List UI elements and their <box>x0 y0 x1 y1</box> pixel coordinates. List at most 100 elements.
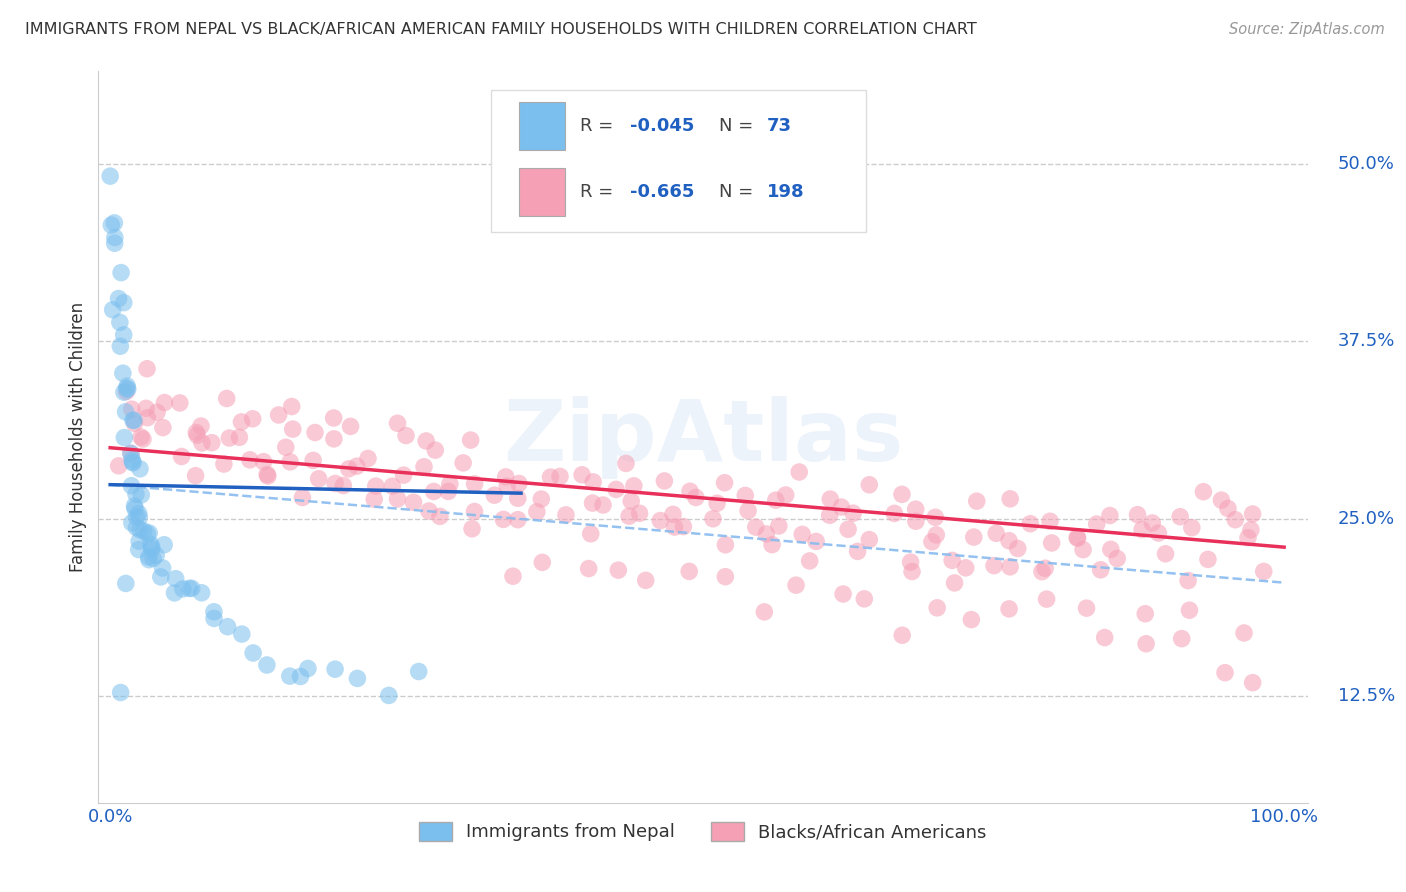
Point <box>1225 513 1247 527</box>
Point <box>278 669 301 683</box>
Point <box>413 459 436 474</box>
Point <box>115 384 138 399</box>
Point <box>231 627 253 641</box>
Point <box>425 443 447 458</box>
Point <box>170 450 193 464</box>
Point <box>761 538 783 552</box>
Point <box>100 218 122 232</box>
Point <box>904 502 927 516</box>
Point <box>128 534 150 549</box>
Point <box>378 689 401 703</box>
Point <box>530 492 553 507</box>
Point <box>242 646 264 660</box>
Point <box>506 513 529 527</box>
Point <box>1216 501 1239 516</box>
Point <box>900 555 922 569</box>
Point <box>1066 530 1088 544</box>
Point <box>904 514 927 528</box>
Point <box>617 509 640 524</box>
Point <box>1126 508 1149 522</box>
Text: 73: 73 <box>768 117 792 136</box>
Point <box>702 512 724 526</box>
Point <box>136 361 159 376</box>
Point <box>1076 601 1098 615</box>
Point <box>787 465 810 479</box>
Point <box>439 476 461 491</box>
Point <box>734 488 756 502</box>
Point <box>540 470 562 484</box>
Point <box>820 492 842 507</box>
Point <box>496 479 519 493</box>
Point <box>408 665 430 679</box>
Point <box>120 446 142 460</box>
Point <box>121 455 143 469</box>
Point <box>963 530 986 544</box>
Point <box>290 669 312 683</box>
Point <box>460 433 482 447</box>
Point <box>129 488 152 502</box>
Point <box>713 475 735 490</box>
Point <box>179 582 201 596</box>
Point <box>592 498 614 512</box>
Point <box>437 484 460 499</box>
Point <box>110 266 132 280</box>
Point <box>1170 632 1192 646</box>
Point <box>121 402 143 417</box>
Point <box>104 236 127 251</box>
Point <box>943 575 966 590</box>
Point <box>664 520 686 534</box>
Point <box>415 434 437 448</box>
Point <box>217 620 239 634</box>
Point <box>531 555 554 569</box>
Point <box>1240 523 1263 537</box>
Point <box>392 468 415 483</box>
Point <box>634 574 657 588</box>
Point <box>1040 536 1063 550</box>
Point <box>1033 561 1056 575</box>
Point <box>256 467 278 482</box>
Point <box>1019 516 1042 531</box>
Text: 25.0%: 25.0% <box>1339 509 1395 528</box>
Text: N =: N = <box>718 117 759 136</box>
Text: Source: ZipAtlas.com: Source: ZipAtlas.com <box>1229 22 1385 37</box>
Point <box>1031 565 1053 579</box>
Point <box>737 504 759 518</box>
Point <box>135 401 157 416</box>
Point <box>607 563 630 577</box>
Point <box>429 509 451 524</box>
Point <box>685 491 707 505</box>
Point <box>239 453 262 467</box>
Point <box>858 533 880 547</box>
Point <box>104 230 127 244</box>
Point <box>332 478 354 492</box>
Point <box>125 487 148 501</box>
Point <box>363 492 385 507</box>
Point <box>112 431 135 445</box>
Point <box>125 520 148 534</box>
Point <box>153 395 176 409</box>
Point <box>215 392 238 406</box>
Text: ZipAtlas: ZipAtlas <box>503 395 903 479</box>
Legend: Immigrants from Nepal, Blacks/African Americans: Immigrants from Nepal, Blacks/African Am… <box>412 814 994 848</box>
Text: -0.045: -0.045 <box>630 117 695 136</box>
Point <box>252 455 274 469</box>
Point <box>526 505 548 519</box>
Point <box>1237 531 1260 545</box>
Point <box>960 613 983 627</box>
Point <box>623 479 645 493</box>
Point <box>714 538 737 552</box>
Point <box>346 459 368 474</box>
Point <box>256 658 278 673</box>
Text: 12.5%: 12.5% <box>1339 687 1395 706</box>
Point <box>461 522 484 536</box>
Point <box>484 488 506 502</box>
Point <box>582 475 605 489</box>
Point <box>1135 607 1157 621</box>
Point <box>706 496 728 510</box>
Point <box>302 453 325 467</box>
Point <box>792 527 814 541</box>
Point <box>799 554 821 568</box>
Point <box>1035 592 1057 607</box>
Point <box>280 400 302 414</box>
Point <box>745 520 768 534</box>
